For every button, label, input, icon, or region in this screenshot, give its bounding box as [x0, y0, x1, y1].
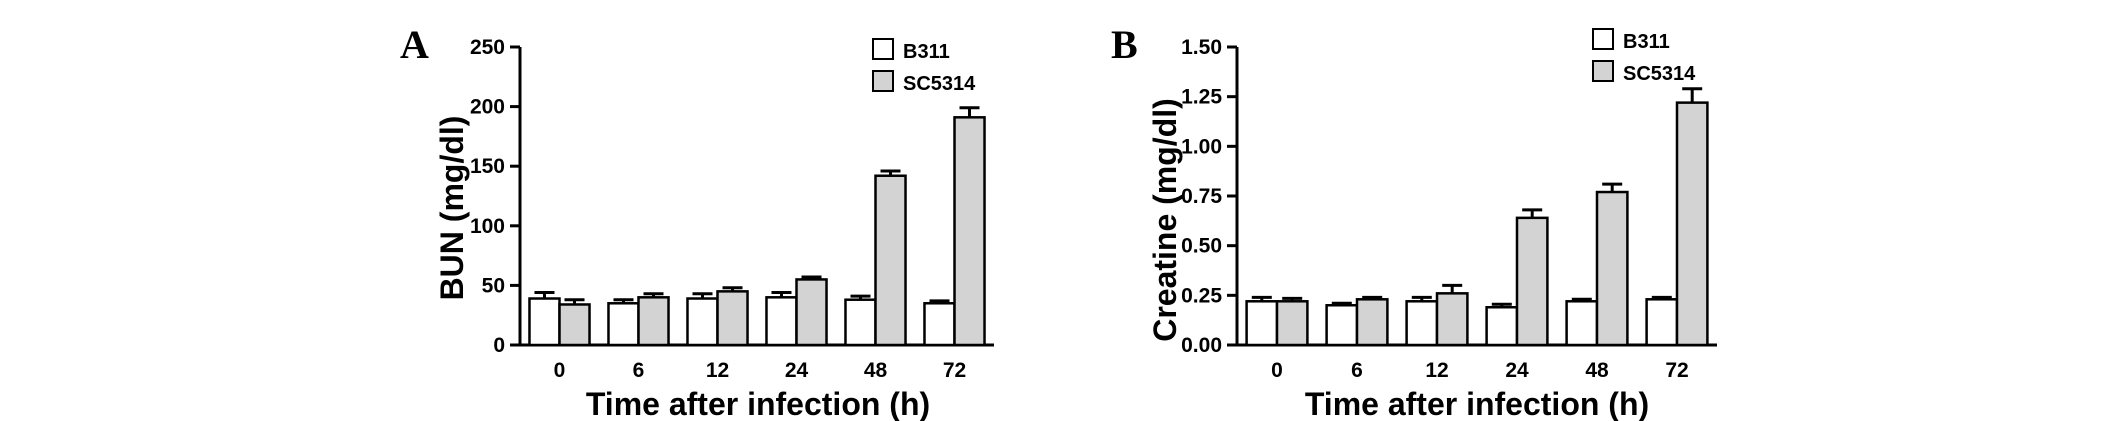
- x-axis-title: Time after infection (h): [586, 386, 930, 421]
- x-tick-label: 12: [706, 359, 729, 382]
- bar-b311-12h: [1405, 300, 1439, 347]
- y-axis-title: BUN (mg/dl): [434, 116, 470, 301]
- bar-sc5314-6h: [637, 296, 670, 347]
- error-bar: [929, 299, 950, 304]
- y-tick-label: 50: [482, 274, 505, 297]
- legend-label: B311: [1623, 31, 1670, 53]
- legend-swatch-b311: [1592, 28, 1614, 50]
- x-axis-title: Time after infection (h): [1305, 386, 1649, 421]
- x-tick-label: 24: [1505, 359, 1529, 382]
- panel-a-bun-chart: A BUN (mg/dl) Time after infection (h) B…: [400, 22, 994, 421]
- error-bar: [1411, 295, 1432, 302]
- y-axis-title: Creatine (mg/dl): [1147, 98, 1183, 342]
- y-tick-label: 200: [470, 96, 505, 119]
- error-bar: [1282, 296, 1303, 302]
- x-tick-label: 6: [1351, 359, 1363, 382]
- y-tick-label: 0.00: [1181, 334, 1222, 357]
- bar-b311-0h: [528, 297, 561, 347]
- error-bar: [850, 294, 871, 300]
- panel-b-creatine-chart: B Creatine (mg/dl) Time after infection …: [1111, 22, 1717, 421]
- x-tick-label: 72: [943, 359, 966, 382]
- panel-label: A: [400, 22, 429, 67]
- bar-b311-6h: [607, 302, 640, 347]
- error-bar: [534, 291, 555, 299]
- bar-sc5314-48h: [1595, 190, 1629, 347]
- error-bar: [613, 298, 634, 304]
- x-tick-label: 0: [554, 359, 566, 382]
- error-bar: [771, 291, 792, 298]
- bar-b311-48h: [1565, 300, 1599, 347]
- error-bar: [643, 292, 664, 298]
- error-bar: [880, 169, 901, 176]
- error-bar: [1602, 182, 1623, 193]
- x-tick-label: 6: [633, 359, 645, 382]
- x-tick-label: 48: [1585, 359, 1609, 382]
- bar-sc5314-24h: [795, 278, 828, 347]
- y-tick-label: 0: [493, 334, 505, 357]
- bar-b311-12h: [686, 297, 719, 347]
- y-tick-label: 1.00: [1181, 135, 1222, 158]
- x-tick-label: 0: [1271, 359, 1283, 382]
- error-bar: [1331, 301, 1352, 306]
- bar-sc5314-72h: [953, 116, 986, 347]
- bar-b311-72h: [923, 302, 956, 347]
- error-bar: [1522, 208, 1543, 218]
- error-bar: [801, 275, 822, 280]
- legend-swatch-sc5314: [872, 70, 894, 92]
- error-bar: [1491, 302, 1512, 308]
- legend: B311 SC5314: [872, 38, 976, 95]
- error-bar: [1362, 295, 1383, 300]
- bar-sc5314-48h: [874, 174, 907, 347]
- bar-sc5314-0h: [1275, 300, 1309, 347]
- y-tick-label: 100: [470, 215, 505, 238]
- bar-b311-24h: [765, 296, 798, 347]
- bar-b311-72h: [1645, 298, 1679, 347]
- bar-b311-6h: [1325, 304, 1359, 347]
- y-tick-label: 0.75: [1181, 185, 1222, 208]
- y-tick-label: 1.25: [1181, 86, 1222, 109]
- error-bar: [692, 292, 713, 299]
- y-tick-label: 1.50: [1181, 36, 1222, 59]
- x-tick-label: 72: [1665, 359, 1688, 382]
- bar-b311-24h: [1485, 306, 1519, 347]
- legend-swatch-b311: [872, 38, 894, 60]
- y-tick-label: 250: [470, 36, 505, 59]
- legend: B311 SC5314: [1592, 28, 1696, 85]
- y-tick-label: 0.25: [1181, 284, 1222, 307]
- error-bar: [564, 298, 585, 305]
- x-tick-label: 12: [1425, 359, 1448, 382]
- error-bar: [1651, 295, 1672, 300]
- error-bar: [722, 286, 743, 292]
- plot-area: 0 50 100 150 200 250 0 6 12 24 48 72: [470, 36, 994, 382]
- bar-sc5314-6h: [1355, 298, 1389, 347]
- x-tick-label: 24: [785, 359, 809, 382]
- bar-sc5314-0h: [558, 303, 591, 347]
- x-tick-label: 48: [864, 359, 888, 382]
- bar-sc5314-24h: [1515, 216, 1549, 347]
- legend-swatch-sc5314: [1592, 60, 1614, 82]
- error-bar: [1571, 297, 1592, 302]
- error-bar: [959, 106, 980, 118]
- bar-b311-0h: [1245, 300, 1279, 347]
- bar-sc5314-12h: [1435, 292, 1469, 347]
- legend-label: SC5314: [903, 73, 976, 95]
- error-bar: [1682, 87, 1703, 103]
- y-tick-label: 0.50: [1181, 235, 1222, 258]
- legend-label: B311: [903, 41, 950, 63]
- bar-b311-48h: [844, 298, 877, 347]
- y-tick-label: 150: [470, 155, 505, 178]
- error-bar: [1251, 295, 1272, 302]
- bar-sc5314-72h: [1675, 101, 1709, 347]
- bar-sc5314-12h: [716, 290, 749, 347]
- legend-label: SC5314: [1623, 63, 1696, 85]
- plot-area: 0.00 0.25 0.50 0.75 1.00 1.25 1.50 0 6 12 24 48 72: [1181, 36, 1717, 382]
- panel-label: B: [1111, 22, 1138, 67]
- error-bar: [1442, 283, 1463, 294]
